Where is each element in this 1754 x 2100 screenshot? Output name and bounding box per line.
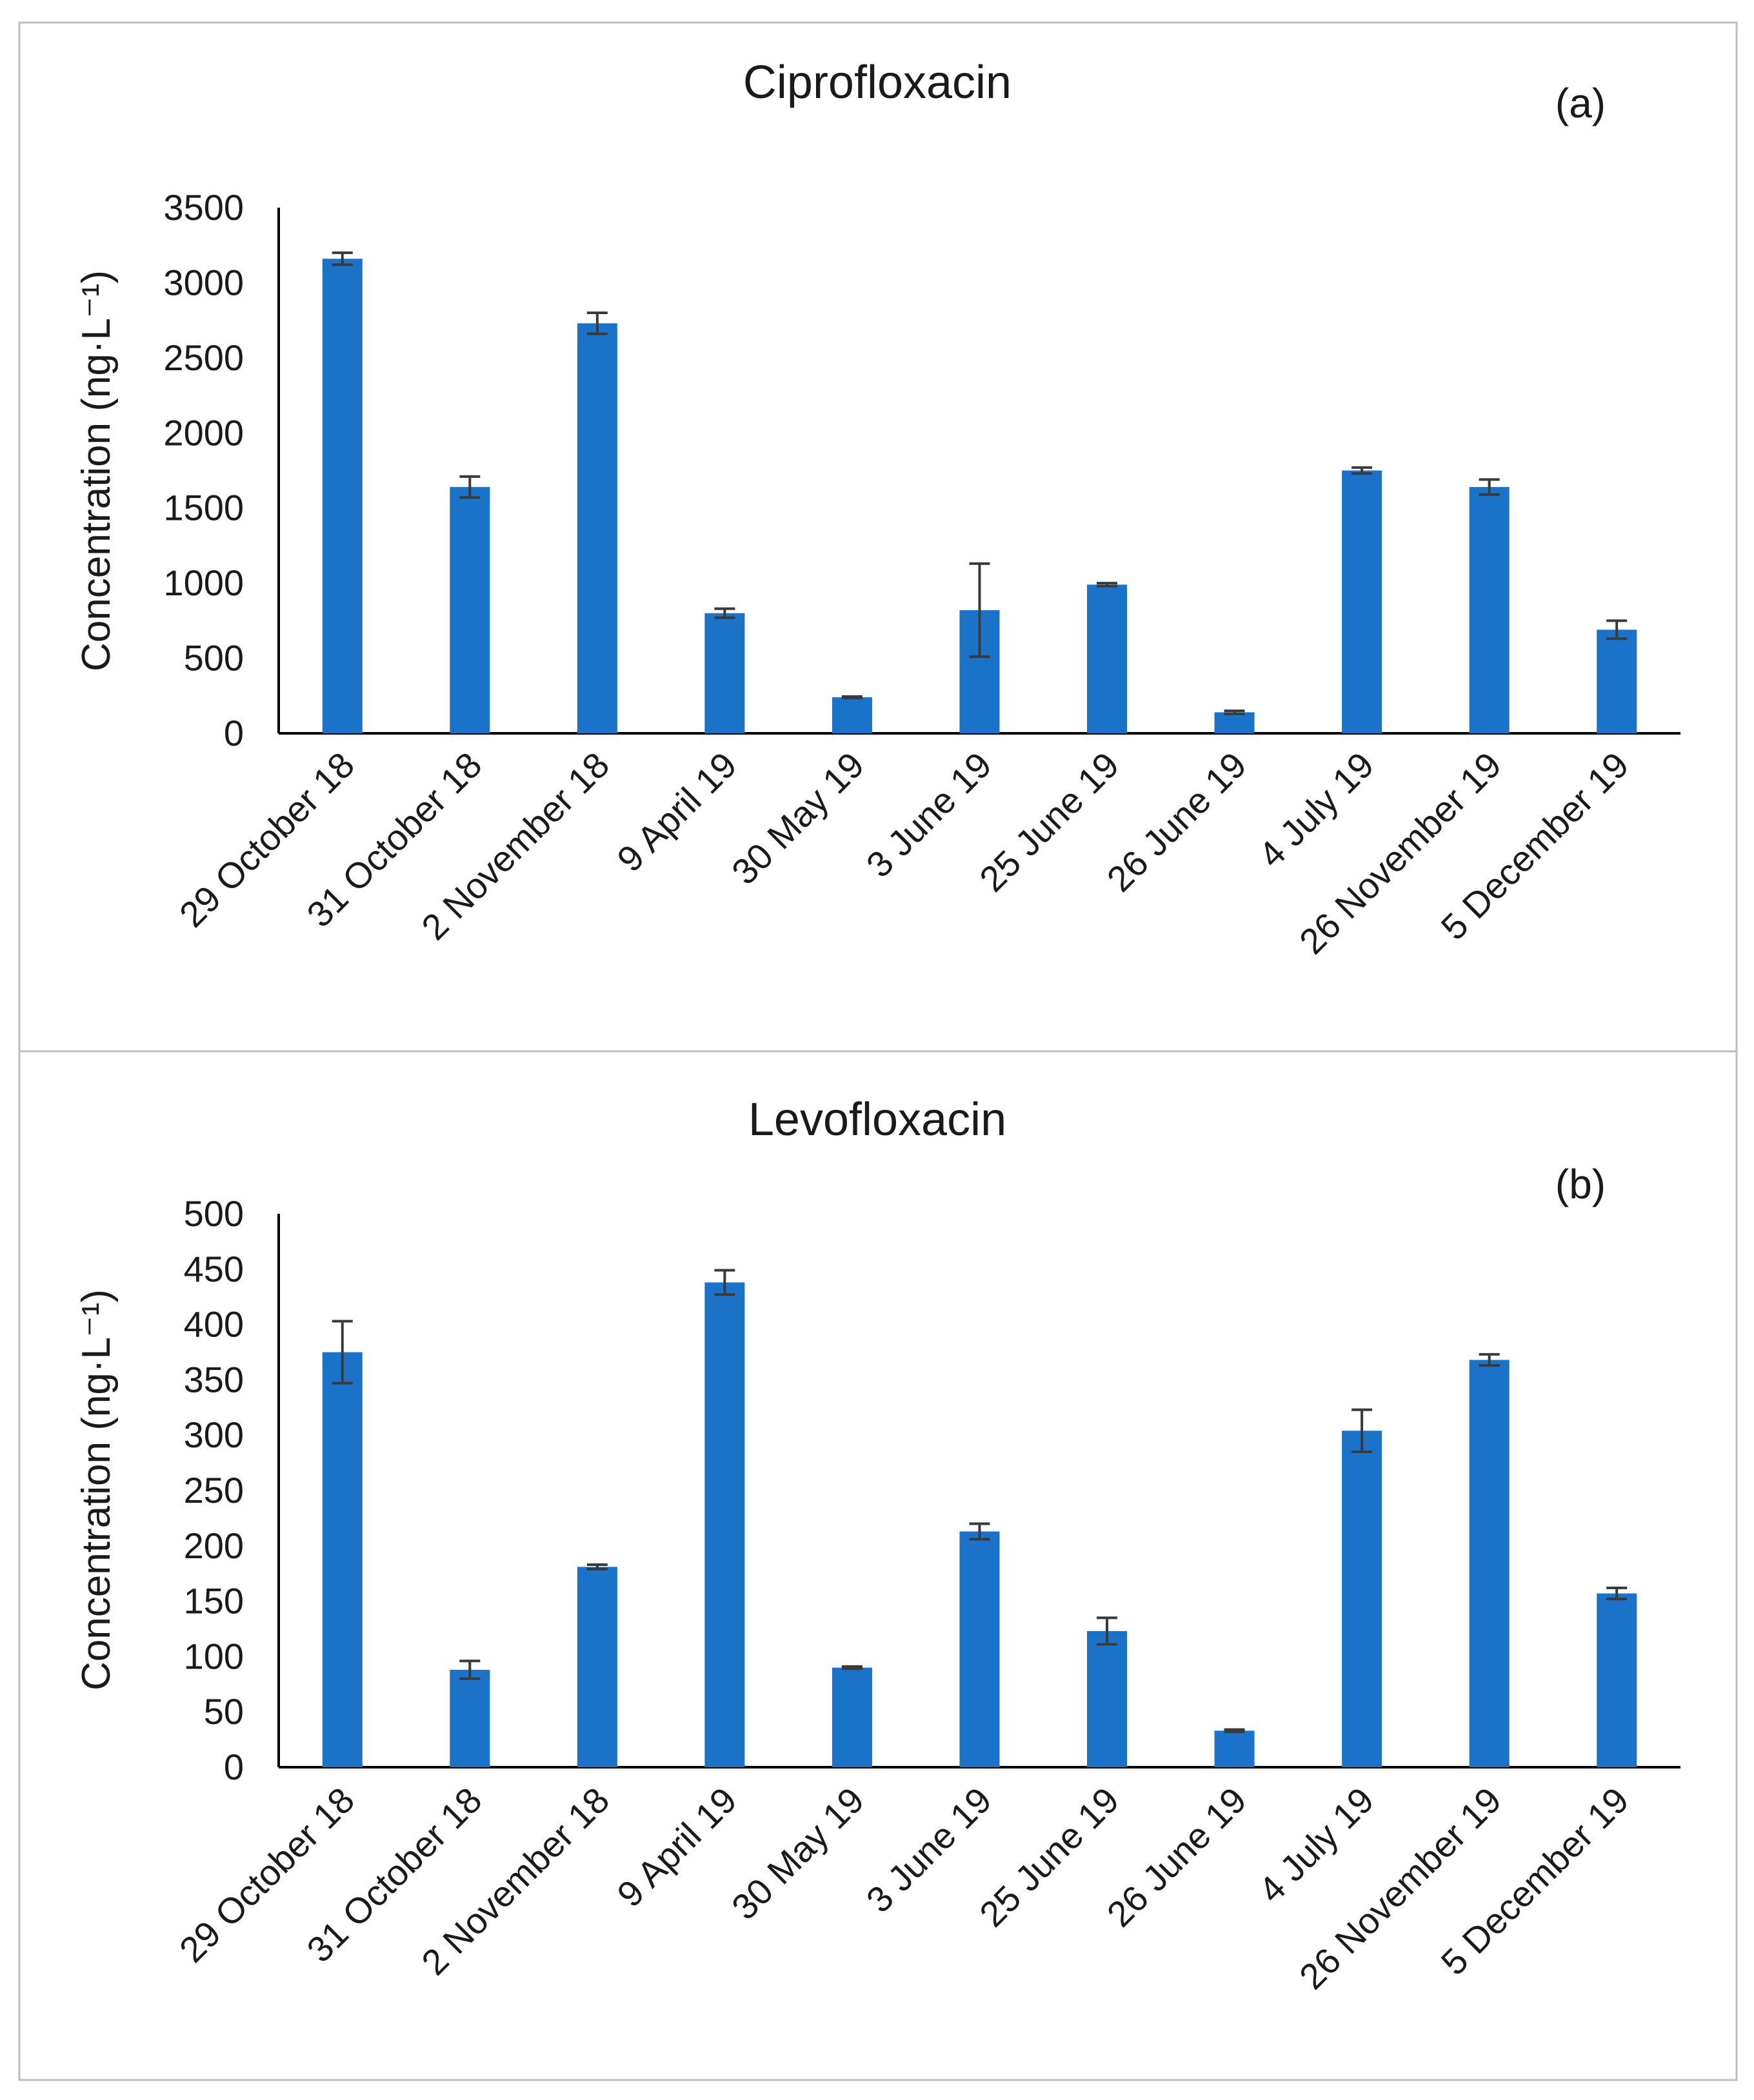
y-tick-label: 450 [184, 1249, 244, 1289]
x-tick-label: 30 May 19 [724, 1779, 872, 1927]
error-bar [1479, 1352, 1500, 1367]
y-tick-label: 50 [204, 1691, 244, 1732]
y-tick-label: 0 [224, 1747, 244, 1787]
bar [322, 259, 363, 734]
x-tick-label: 25 June 19 [972, 744, 1127, 900]
error-bar [841, 695, 862, 700]
error-bar [1351, 466, 1373, 475]
error-bar [1224, 709, 1245, 715]
bar [832, 1667, 872, 1767]
bar [1214, 712, 1255, 733]
y-tick-label: 150 [184, 1581, 244, 1621]
error-bar [969, 1522, 990, 1541]
y-tick-label: 2500 [163, 337, 244, 378]
bar [1087, 584, 1128, 733]
bar [959, 1531, 1000, 1767]
error-bar [332, 1320, 353, 1385]
bar [450, 487, 490, 733]
bar [704, 613, 745, 733]
bar [1342, 470, 1382, 733]
x-tick-label: 4 July 19 [1251, 744, 1382, 875]
error-bar [714, 607, 735, 619]
bar [450, 1669, 490, 1767]
error-bar [969, 562, 990, 659]
error-bar [1351, 1408, 1373, 1453]
error-bar [459, 475, 481, 499]
error-bar [1097, 1616, 1118, 1646]
y-axis-label: Concentration (ng·L⁻¹) [74, 270, 119, 671]
error-bar [332, 251, 353, 266]
y-tick-label: 350 [184, 1359, 244, 1400]
y-tick-label: 0 [224, 713, 244, 753]
bar [1597, 1593, 1637, 1767]
x-tick-label: 4 July 19 [1251, 1779, 1382, 1910]
panel-border [18, 1050, 1738, 2081]
y-tick-label: 1000 [163, 562, 244, 603]
error-bar [586, 312, 608, 335]
x-tick-label: 26 June 19 [1099, 744, 1255, 900]
y-tick-label: 200 [184, 1525, 244, 1566]
error-bar [1606, 619, 1628, 640]
bar [1087, 1630, 1128, 1767]
bar [704, 1282, 745, 1767]
y-tick-label: 500 [184, 1193, 244, 1234]
error-bar [1479, 478, 1500, 496]
x-tick-label: 25 June 19 [972, 1779, 1127, 1935]
y-tick-label: 100 [184, 1636, 244, 1676]
bar [577, 323, 617, 733]
error-bar [1606, 1587, 1628, 1601]
chart-title: Levofloxacin [748, 1094, 1006, 1145]
y-axis-label: Concentration (ng·L⁻¹) [74, 1289, 119, 1690]
error-bar [459, 1659, 481, 1680]
error-bar [1097, 582, 1118, 588]
bar [1469, 487, 1510, 733]
y-tick-label: 1500 [163, 488, 244, 528]
y-tick-label: 500 [184, 638, 244, 679]
error-bar [1224, 1728, 1245, 1734]
chart-panel-b: Levofloxacin (b) Concentration (ng·L⁻¹) 0 50… [18, 1050, 1738, 2081]
chart-title: Ciprofloxacin [743, 57, 1012, 108]
bar [322, 1352, 363, 1767]
bar [832, 697, 872, 733]
x-tick-label: 9 April 19 [609, 1779, 744, 1915]
bar [577, 1567, 617, 1767]
x-tick-label: 9 April 19 [609, 744, 744, 880]
y-tick-label: 300 [184, 1414, 244, 1455]
error-bar [586, 1563, 608, 1570]
bar [1214, 1730, 1255, 1767]
chart-panel-a: Ciprofloxacin (a) Concentration (ng·L⁻¹) 0 5… [18, 21, 1738, 1053]
y-tick-label: 3000 [163, 262, 244, 302]
bar [1469, 1360, 1510, 1767]
bar [1597, 629, 1637, 733]
error-bar [841, 1665, 862, 1670]
y-tick-label: 400 [184, 1304, 244, 1345]
x-tick-label: 30 May 19 [724, 744, 872, 892]
y-tick-label: 250 [184, 1470, 244, 1511]
panel-label: (a) [1555, 80, 1606, 126]
x-tick-label: 26 June 19 [1099, 1779, 1255, 1935]
error-bar [714, 1269, 735, 1296]
bar [1342, 1431, 1382, 1767]
y-tick-label: 2000 [163, 412, 244, 453]
y-tick-label: 3500 [163, 187, 244, 228]
panel-label: (b) [1555, 1161, 1606, 1207]
